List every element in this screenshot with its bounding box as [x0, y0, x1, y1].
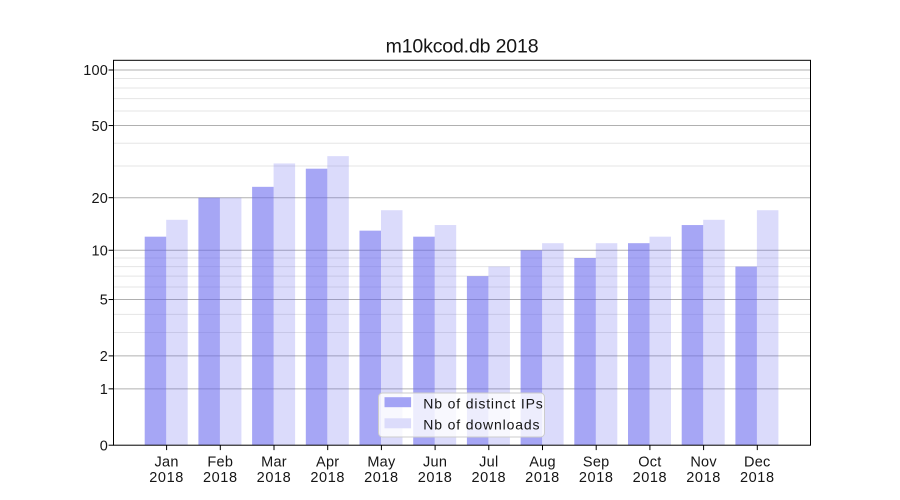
svg-text:2018: 2018 — [418, 470, 453, 486]
svg-text:50: 50 — [91, 119, 108, 135]
svg-text:10: 10 — [91, 243, 108, 259]
svg-text:Jul: Jul — [479, 454, 498, 470]
svg-text:2018: 2018 — [740, 470, 775, 486]
svg-text:May: May — [367, 454, 396, 470]
svg-text:20: 20 — [91, 191, 108, 207]
svg-text:1: 1 — [100, 382, 108, 398]
svg-text:2018: 2018 — [364, 470, 399, 486]
svg-text:2018: 2018 — [310, 470, 345, 486]
svg-text:2018: 2018 — [525, 470, 560, 486]
svg-text:2018: 2018 — [471, 470, 506, 486]
svg-text:Apr: Apr — [316, 454, 339, 470]
svg-text:Oct: Oct — [638, 454, 661, 470]
svg-text:0: 0 — [100, 438, 108, 454]
svg-text:2018: 2018 — [203, 470, 238, 486]
svg-text:2018: 2018 — [257, 470, 292, 486]
svg-text:Sep: Sep — [583, 454, 610, 470]
svg-text:Jan: Jan — [155, 454, 179, 470]
svg-text:2018: 2018 — [633, 470, 668, 486]
svg-text:100: 100 — [83, 63, 108, 79]
svg-text:Nb of distinct IPs: Nb of distinct IPs — [423, 395, 543, 411]
svg-text:2018: 2018 — [579, 470, 614, 486]
svg-text:2018: 2018 — [686, 470, 721, 486]
svg-text:Aug: Aug — [529, 454, 556, 470]
svg-text:Mar: Mar — [261, 454, 287, 470]
svg-text:m10kcod.db 2018: m10kcod.db 2018 — [386, 35, 539, 57]
svg-text:2: 2 — [100, 349, 108, 365]
svg-text:Nb of downloads: Nb of downloads — [423, 416, 540, 432]
svg-text:Feb: Feb — [207, 454, 233, 470]
svg-text:Nov: Nov — [690, 454, 717, 470]
svg-text:2018: 2018 — [149, 470, 184, 486]
svg-text:Dec: Dec — [744, 454, 771, 470]
svg-text:5: 5 — [100, 293, 108, 309]
svg-text:Jun: Jun — [423, 454, 447, 470]
